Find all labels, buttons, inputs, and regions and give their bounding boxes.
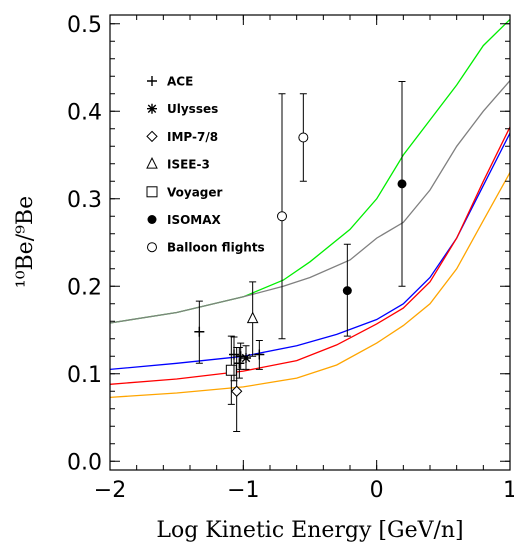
ace-point — [194, 326, 205, 337]
legend-label: Ulysses — [167, 102, 218, 116]
voyager-point — [225, 364, 237, 376]
y-tick-label: 0.1 — [67, 363, 102, 388]
isomax-point — [342, 286, 352, 296]
y-tick-label: 0.5 — [67, 13, 102, 38]
legend-label: Balloon flights — [167, 241, 265, 255]
plot-frame — [109, 14, 511, 471]
x-tick-label: 1 — [503, 478, 514, 503]
legend-label: ACE — [167, 75, 193, 89]
y-tick-label: 0.0 — [67, 450, 102, 475]
ulysses-point — [241, 353, 251, 363]
extra-point — [254, 349, 265, 360]
y-tick-label: 0.3 — [67, 188, 102, 213]
x-tick-label: −2 — [94, 478, 126, 503]
model-curve-5 — [109, 172, 511, 399]
isomax-point — [397, 179, 407, 189]
y-tick-label: 0.2 — [67, 275, 102, 300]
x-tick-label: −1 — [227, 478, 259, 503]
x-tick-label: 0 — [370, 478, 384, 503]
model-curve-4 — [109, 126, 511, 385]
balloon-flights-point — [277, 211, 287, 222]
extra-point — [234, 358, 245, 369]
balloon-flights-point — [298, 132, 309, 143]
legend-triangle-marker — [146, 156, 158, 169]
data-points — [194, 81, 407, 432]
legend-label: ISOMAX — [167, 213, 222, 227]
model-curve-2 — [109, 80, 511, 324]
legend-label: Voyager — [167, 185, 223, 199]
axes — [109, 14, 511, 471]
legend-label: ISEE-3 — [167, 158, 210, 172]
legend: ACE Ulysses IMP-7/8 ISEE-3 Voyager ISOMAX Ball… — [146, 75, 265, 255]
ticks: −2 −1 0 1 0.0 0.1 0.2 0.3 0.4 0.5 — [67, 13, 514, 503]
legend-label: IMP-7/8 — [167, 130, 218, 144]
legend-open-circle-marker — [147, 242, 157, 253]
model-curves — [109, 18, 511, 399]
imp-7-8-point — [230, 385, 243, 397]
y-tick-label: 0.4 — [67, 100, 102, 125]
legend-diamond-marker — [146, 130, 158, 143]
legend-plus-marker — [147, 76, 157, 86]
x-axis-title: Log Kinetic Energy [GeV/n] — [156, 518, 463, 543]
legend-asterisk-marker — [147, 103, 157, 114]
y-axis-title: ¹⁰Be/⁹Be — [13, 196, 38, 288]
extra-point — [229, 349, 239, 360]
isee-3-point — [246, 311, 259, 324]
legend-filled-circle-marker — [147, 215, 157, 224]
legend-square-marker — [146, 186, 158, 198]
